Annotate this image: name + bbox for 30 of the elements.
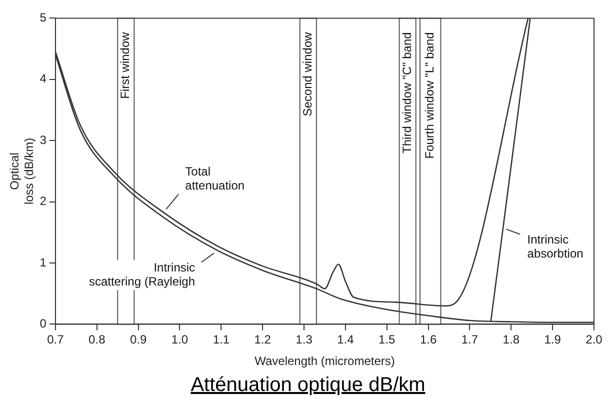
band-label: First window bbox=[118, 32, 132, 99]
text: Atténuation optique dB/km bbox=[190, 373, 426, 397]
x-tick-label: 0.9 bbox=[130, 332, 147, 347]
y-tick-label: 5 bbox=[40, 10, 47, 25]
x-tick-label: 1.7 bbox=[461, 332, 478, 347]
x-tick-label: 1.4 bbox=[337, 332, 354, 347]
x-tick-label: 1.2 bbox=[254, 332, 272, 347]
y-tick-label: 0 bbox=[40, 316, 47, 331]
x-tick-label: 1.3 bbox=[296, 332, 313, 347]
band-label: Second window bbox=[300, 32, 314, 116]
y-axis-title: Optical loss (dB/km) bbox=[8, 138, 36, 205]
x-axis-title: Wavelength (micrometers) bbox=[254, 354, 395, 368]
x-tick-label: 1.6 bbox=[420, 332, 437, 347]
y-tick-label: 2 bbox=[40, 194, 47, 208]
x-tick-label: 1.9 bbox=[544, 332, 562, 347]
x-tick-label: 1.0 bbox=[171, 332, 188, 347]
x-tick-label: 2.0 bbox=[586, 332, 603, 347]
x-tick-label: 0.7 bbox=[47, 332, 64, 347]
band-label: Third window "C" band bbox=[400, 32, 414, 154]
y-tick-label: 3 bbox=[40, 132, 47, 147]
annotation: Intrinsic scattering (Rayleigh bbox=[88, 260, 196, 288]
y-tick-label: 4 bbox=[40, 72, 47, 86]
band-label: Fourth window "L" band bbox=[422, 32, 437, 159]
x-tick-label: 1.1 bbox=[212, 332, 230, 347]
annotation: Total attenuation bbox=[185, 164, 245, 193]
annotation: Intrinsic absorbtion bbox=[527, 232, 584, 261]
x-tick-label: 1.8 bbox=[502, 332, 520, 347]
y-tick-label: 1 bbox=[40, 255, 47, 270]
x-tick-label: 1.5 bbox=[378, 332, 396, 347]
x-tick-label: 0.8 bbox=[88, 332, 106, 347]
